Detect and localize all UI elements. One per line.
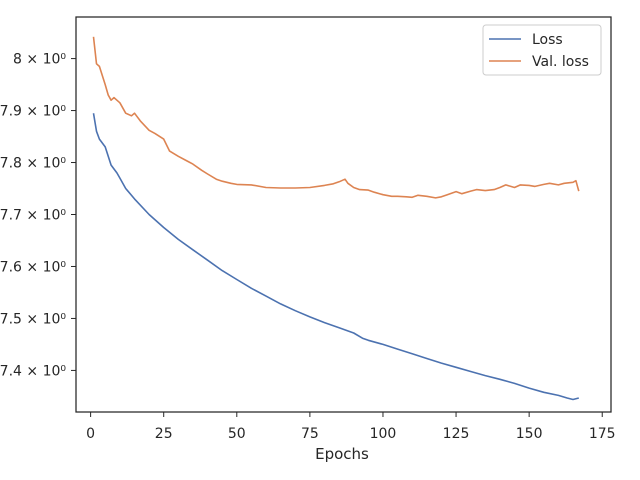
x-tick-label: 50 [228, 426, 246, 442]
x-tick-label: 0 [86, 426, 95, 442]
legend: Loss Val. loss [482, 24, 602, 76]
y-tick-label: 7.4 × 10⁰ [0, 363, 66, 379]
y-tick-label: 7.9 × 10⁰ [0, 104, 66, 120]
x-tick-label: 25 [155, 426, 173, 442]
ticks-layer: 0 25 50 75 100 125 150 175 7.4 × 10⁰ 7.5 × 10⁰ 7.6… [0, 52, 616, 442]
x-axis-title: Epochs [315, 445, 369, 463]
y-tick-label: 7.7 × 10⁰ [0, 208, 66, 224]
series-line-val-loss [92, 36, 580, 199]
x-tick-label: 75 [301, 426, 319, 442]
x-tick-label: 150 [516, 426, 543, 442]
series-layer [92, 36, 580, 401]
series-line-loss [92, 113, 580, 401]
legend-label: Val. loss [532, 54, 589, 70]
y-tick-label: 8 × 10⁰ [13, 52, 66, 68]
legend-label: Loss [532, 32, 563, 48]
legend-box [482, 24, 602, 76]
y-tick-label: 7.6 × 10⁰ [0, 259, 66, 275]
axes-frame [75, 16, 612, 413]
x-tick-label: 100 [370, 426, 397, 442]
y-tick-label: 7.5 × 10⁰ [0, 311, 66, 327]
x-tick-label: 175 [589, 426, 616, 442]
plot-area [75, 16, 612, 413]
x-tick-label: 125 [443, 426, 470, 442]
y-tick-label: 7.8 × 10⁰ [0, 156, 66, 172]
